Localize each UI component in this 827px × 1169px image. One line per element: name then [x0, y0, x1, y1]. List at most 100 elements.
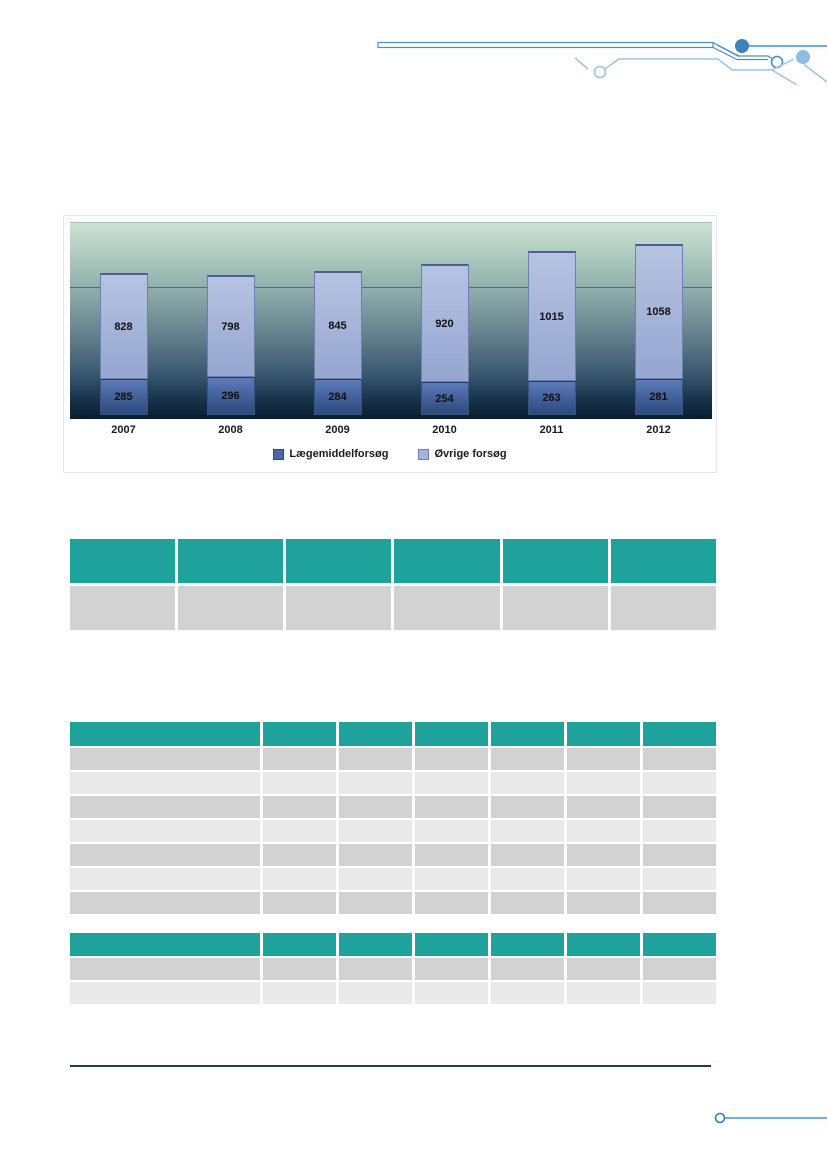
bar-segment-ovrige-2012: 1058 [634, 244, 683, 379]
table-row [70, 586, 716, 630]
bar-segment-laegemiddel-2007: 285 [99, 379, 148, 415]
table-cell [415, 796, 488, 818]
table-header-row [70, 539, 716, 583]
bar-value-label: 285 [114, 390, 133, 403]
table-cell [491, 772, 564, 794]
legend-label: Lægemiddelforsøg [289, 448, 389, 460]
table-cell [415, 958, 488, 980]
table-cell [643, 772, 716, 794]
table-header-cell [263, 933, 336, 956]
bar-segment-laegemiddel-2012: 281 [634, 379, 683, 415]
table-cell [643, 748, 716, 770]
bar-slot-2010: 920 254 [391, 264, 498, 415]
table-cell [567, 982, 640, 1004]
bar-value-label: 1015 [539, 310, 564, 323]
node-circle-filled-light-icon [796, 50, 810, 64]
bar-value-label: 845 [328, 319, 347, 332]
table-cell [286, 586, 392, 630]
table-header-cell [415, 722, 488, 746]
table-cell [415, 844, 488, 866]
table-row [70, 748, 716, 770]
legend-item: Øvrige forsøg [418, 448, 507, 460]
table-cell [70, 892, 260, 914]
table-row [70, 796, 716, 818]
table-cell [415, 892, 488, 914]
table-cell [394, 586, 500, 630]
bar-segment-laegemiddel-2010: 254 [420, 382, 469, 415]
bar-slot-2008: 798 296 [177, 275, 284, 415]
x-axis-label-2008: 2008 [218, 424, 243, 436]
table-cell [567, 772, 640, 794]
totals-table [70, 933, 716, 1004]
table-cell [567, 796, 640, 818]
table-cell [70, 820, 260, 842]
table-header-cell [339, 933, 412, 956]
table-header-cell [567, 933, 640, 956]
bar-group-2011: 1015 263 [527, 251, 576, 415]
table-cell [491, 958, 564, 980]
bar-slot-2009: 845 284 [284, 271, 391, 415]
table-cell [643, 820, 716, 842]
node-circle-outline-light-icon [593, 65, 607, 79]
detail-table [70, 722, 716, 914]
bar-slot-2011: 1015 263 [498, 251, 605, 415]
bar-value-label: 284 [328, 390, 347, 403]
bar-group-2007: 828 285 [99, 273, 148, 415]
table-header-row [70, 722, 716, 746]
table-row [70, 868, 716, 890]
table-cell [643, 796, 716, 818]
table-cell [643, 958, 716, 980]
table-header-cell [263, 722, 336, 746]
table-row [70, 772, 716, 794]
table-cell [567, 958, 640, 980]
table-cell [491, 892, 564, 914]
bar-value-label: 263 [542, 391, 561, 404]
bar-value-label: 1058 [646, 305, 671, 318]
footer-node-circle-icon [714, 1112, 726, 1124]
table-cell [70, 958, 260, 980]
table-cell [643, 844, 716, 866]
bar-segment-laegemiddel-2011: 263 [527, 381, 576, 415]
table-cell [610, 586, 716, 630]
table-cell [339, 982, 412, 1004]
table-cell [491, 796, 564, 818]
bar-segment-ovrige-2009: 845 [313, 271, 362, 379]
table-cell [70, 586, 176, 630]
table-row [70, 892, 716, 914]
table-cell [70, 982, 260, 1004]
table-header-cell [643, 722, 716, 746]
table-header-cell [339, 722, 412, 746]
x-axis-label-2007: 2007 [111, 424, 136, 436]
table-header-cell [643, 933, 716, 956]
table-cell [491, 748, 564, 770]
bar-slot-2007: 828 285 [70, 273, 177, 415]
table-header-cell [178, 539, 284, 583]
trials-stacked-bar-chart: 828 285 798 296 845 284 920 254 1015 263 1058 281 2… [63, 215, 717, 473]
chart-plot-area: 828 285 798 296 845 284 920 254 1015 263 1058 281 [70, 222, 712, 419]
chart-gridline-1000 [70, 287, 712, 288]
bar-group-2008: 798 296 [206, 275, 255, 415]
table-cell [70, 748, 260, 770]
table-cell [567, 892, 640, 914]
bar-value-label: 920 [435, 317, 454, 330]
table-cell [415, 868, 488, 890]
table-cell [567, 820, 640, 842]
bar-value-label: 296 [221, 389, 240, 402]
chart-legend: Lægemiddelforsøg Øvrige forsøg [64, 448, 716, 460]
table-cell [263, 772, 336, 794]
table-header-cell [70, 539, 176, 583]
bar-slot-2012: 1058 281 [605, 244, 712, 415]
table-cell [263, 892, 336, 914]
bar-segment-ovrige-2011: 1015 [527, 251, 576, 381]
table-row [70, 958, 716, 980]
table-cell [339, 772, 412, 794]
table-cell [263, 796, 336, 818]
table-cell [491, 820, 564, 842]
table-cell [263, 748, 336, 770]
table-header-row [70, 933, 716, 956]
table-header-cell [70, 722, 260, 746]
legend-label: Øvrige forsøg [434, 448, 507, 460]
table-cell [567, 844, 640, 866]
table-header-cell [502, 539, 608, 583]
node-circle-filled-icon [735, 39, 749, 53]
